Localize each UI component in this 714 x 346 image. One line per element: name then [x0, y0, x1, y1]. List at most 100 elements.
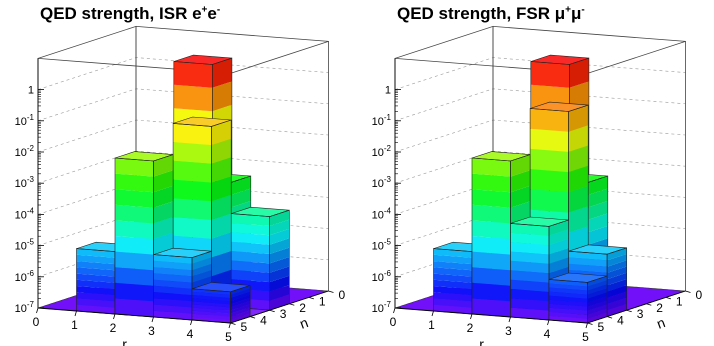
bar-side-face: [269, 228, 290, 245]
bar-front-face: [231, 260, 270, 273]
z-tick-label: 10-1: [372, 113, 392, 128]
bar-front-face: [115, 298, 154, 317]
z-tick-label: 10-6: [15, 269, 35, 284]
bar-side-face: [587, 308, 608, 319]
bar-front-face: [530, 128, 569, 152]
z-tick-label: 10-1: [15, 113, 35, 128]
bar-front-face: [192, 307, 231, 314]
bar-side-face: [607, 285, 627, 298]
y-tick: [230, 322, 236, 325]
bar-side-face: [269, 210, 290, 226]
bar-front-face: [433, 298, 472, 308]
bar: [191, 282, 251, 324]
bar-side-face: [588, 188, 608, 208]
bar-front-face: [472, 267, 511, 286]
y-tick-label: 2: [656, 301, 663, 315]
bar-side-face: [192, 257, 212, 271]
bar-front-face: [472, 204, 511, 224]
y-tick-label: 0: [339, 288, 346, 302]
bar-side-face: [568, 125, 589, 152]
bar-side-face: [269, 257, 290, 273]
bar-side-face: [211, 213, 232, 239]
bar-front-face: [192, 301, 231, 308]
bar-side-face: [607, 304, 627, 317]
bar-front-face: [231, 269, 270, 283]
bar-front-face: [192, 304, 231, 311]
y-tick: [269, 309, 275, 313]
x-tick-label: 0: [390, 315, 397, 329]
bar-front-face: [568, 263, 608, 273]
bar-side-face: [587, 312, 608, 323]
bar-front-face: [153, 298, 192, 308]
x-tick-label: 5: [582, 330, 589, 344]
bar-front-face: [231, 251, 270, 264]
bar-side-face: [211, 176, 232, 202]
bar-side-face: [212, 58, 232, 88]
bar-front-face: [115, 158, 154, 177]
x-tick: [393, 307, 396, 314]
bar-front-face: [530, 148, 569, 173]
bar-side-face: [607, 247, 627, 261]
bar-side-face: [587, 300, 608, 311]
bar-side-face: [587, 296, 608, 307]
bar-front-face: [549, 311, 588, 319]
lego-plot: 110-110-210-310-410-510-610-70 1 2 3 4 5r0123…: [372, 25, 703, 346]
z-tick-label: 1: [28, 85, 34, 97]
z-tick-label: 10-5: [372, 238, 392, 253]
x-tick-label: 1: [71, 318, 78, 332]
bar-front-face: [510, 251, 549, 264]
bar-front-face: [76, 286, 115, 296]
bar-side-face: [153, 201, 174, 224]
x-tick-label: 3: [505, 324, 512, 338]
x-tick: [190, 319, 193, 326]
bar-front-face: [530, 169, 569, 193]
bar-side-face: [230, 297, 251, 308]
z-tick-label: 10-5: [15, 238, 35, 253]
bar-front-face: [510, 260, 549, 274]
bar-side-face: [211, 232, 232, 258]
bar-front-face: [472, 189, 511, 208]
y-axis-label: n: [654, 314, 667, 332]
z-tick-label: 10-3: [372, 175, 392, 190]
bar-side-face: [587, 280, 608, 291]
bar-front-face: [549, 295, 588, 303]
bar-front-face: [192, 291, 231, 298]
z-tick-label: 10-4: [372, 206, 392, 221]
chart-panel-isr: QED strength, ISR e+e- 1 10-1 10-2 10-3 10-4…: [15, 4, 346, 346]
y-tick-label: 1: [676, 294, 683, 308]
bar-front-face: [549, 315, 588, 323]
x-tick: [547, 319, 550, 326]
x-tick: [470, 313, 473, 320]
bar-side-face: [549, 238, 569, 255]
bar-side-face: [230, 310, 251, 320]
bar-side-face: [269, 247, 290, 264]
x-tick: [74, 310, 77, 317]
x-tick: [431, 310, 434, 317]
bar-front-face: [472, 236, 511, 255]
bar-side-face: [569, 58, 589, 88]
bar-side-face: [607, 266, 627, 280]
bar-side-face: [211, 251, 232, 277]
bar-side-face: [192, 251, 212, 264]
y-tick: [626, 309, 632, 313]
bar-side-face: [230, 304, 251, 314]
bar-front-face: [510, 232, 549, 246]
bar-side-face: [269, 285, 290, 301]
bar-side-face: [153, 185, 174, 208]
bar-front-face: [510, 270, 549, 283]
bar-side-face: [211, 120, 232, 146]
bar-front-face: [549, 283, 588, 291]
z-tick-label: 1: [385, 85, 391, 97]
bar-side-face: [568, 206, 589, 233]
bar-side-face: [607, 297, 627, 311]
bar-side-face: [510, 201, 531, 224]
bar-front-face: [115, 236, 154, 255]
bar-side-face: [211, 138, 232, 164]
bar-front-face: [433, 267, 472, 277]
bar-side-face: [549, 220, 569, 236]
z-tick-label: 10-4: [15, 206, 35, 221]
bar-front-face: [153, 285, 192, 295]
bar-side-face: [607, 279, 627, 292]
chart-title: QED strength, ISR e+e-: [40, 4, 221, 23]
x-tick-label: 5: [225, 330, 232, 344]
